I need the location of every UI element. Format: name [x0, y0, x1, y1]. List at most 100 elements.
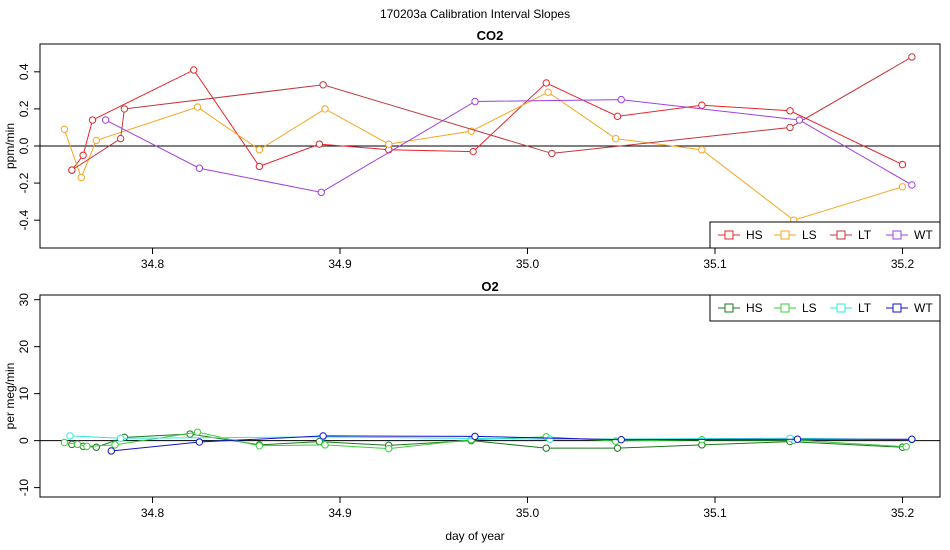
series-ls [60, 88, 907, 224]
data-point-wt [793, 435, 802, 443]
data-point-wt [471, 97, 479, 106]
data-point-hs [698, 101, 706, 109]
legend-label: WT [914, 301, 933, 315]
data-point-ls [255, 442, 264, 450]
data-point-wt [319, 432, 327, 440]
data-point-wt [908, 435, 916, 443]
data-point-wt [195, 164, 204, 172]
data-point-wt [317, 188, 325, 197]
data-point-ls [111, 441, 119, 449]
x-tick-label: 34.9 [328, 257, 352, 271]
panel-co2: CO2 ppm/min 34.8 34.9 35.0 35.1 35.2 -0.4 -0.2 0.… [3, 28, 941, 271]
data-point-ls [321, 105, 329, 113]
data-point-lt [68, 166, 76, 174]
data-point-ls [60, 438, 69, 447]
panel-title: O2 [481, 279, 498, 294]
data-point-wt [617, 95, 625, 104]
data-point-wt [908, 181, 916, 189]
data-point-hs [88, 116, 97, 124]
series-hs [68, 66, 907, 174]
legend-marker [780, 230, 790, 240]
legend: HS LS LT WT [709, 221, 941, 249]
data-point-ls [193, 428, 202, 436]
data-point-hs [542, 79, 550, 87]
x-tick-label: 35.0 [516, 506, 540, 520]
data-point-ls [898, 183, 907, 191]
data-point-hs [613, 444, 622, 452]
legend-marker [836, 303, 846, 313]
y-tick-label: 10 [17, 387, 31, 401]
y-axis-title: per meg/min [3, 363, 17, 430]
y-tick-label: -0.4 [17, 210, 31, 231]
series-line-lt [69, 435, 912, 441]
x-tick-label: 35.2 [891, 257, 915, 271]
legend-label: LT [858, 301, 872, 315]
data-point-ls [902, 443, 910, 451]
data-point-lt [319, 81, 327, 89]
figure-title: 170203a Calibration Interval Slopes [380, 7, 570, 21]
x-tick-label: 34.8 [141, 257, 165, 271]
panel-o2: O2 per meg/min 34.8 34.9 35.0 35.1 35.2 -10 0 10 2… [3, 279, 941, 520]
data-point-hs [79, 151, 87, 159]
data-point-ls [698, 146, 706, 154]
series-line-lt [71, 56, 913, 171]
data-point-hs [542, 444, 550, 452]
y-tick-label: 30 [17, 293, 31, 307]
series-lt [68, 53, 916, 174]
data-point-lt [548, 149, 556, 158]
y-tick-label: -10 [17, 479, 31, 497]
data-point-ls [321, 441, 329, 449]
series-line-hs [71, 69, 903, 171]
data-point-hs [315, 140, 324, 148]
data-point-lt [908, 53, 916, 61]
data-point-hs [786, 107, 794, 115]
series-wt [107, 432, 916, 455]
data-point-lt [786, 434, 794, 442]
legend-marker [780, 303, 790, 313]
series-wt [101, 95, 916, 197]
data-point-ls [385, 140, 393, 148]
data-point-ls [544, 88, 552, 96]
data-point-ls [255, 146, 264, 154]
data-point-wt [795, 116, 804, 124]
legend-label: HS [746, 228, 763, 242]
data-point-ls [92, 136, 100, 145]
data-point-wt [617, 435, 625, 444]
data-point-ls [73, 440, 82, 449]
data-point-lt [66, 432, 74, 440]
series-line-ls [63, 91, 903, 221]
data-point-lt [546, 435, 554, 443]
data-point-wt [195, 438, 204, 446]
x-axis-title: day of year [445, 529, 504, 543]
y-tick-label: -0.2 [17, 172, 31, 193]
data-point-ls [193, 103, 202, 111]
panel-title: CO2 [477, 28, 504, 43]
data-point-hs [92, 443, 100, 451]
plot-frame [39, 294, 941, 498]
y-tick-label: 0.0 [17, 137, 31, 154]
x-tick-label: 34.8 [141, 506, 165, 520]
data-point-wt [471, 432, 479, 441]
data-point-ls [83, 442, 91, 450]
legend-marker [892, 303, 902, 313]
x-tick-label: 34.9 [328, 506, 352, 520]
data-point-lt [120, 105, 129, 113]
y-tick-label: 0.2 [17, 100, 31, 117]
legend-marker [724, 303, 734, 313]
data-point-lt [116, 434, 125, 442]
data-point-wt [107, 447, 115, 455]
legend-label: LS [802, 301, 817, 315]
data-point-hs [255, 162, 264, 171]
data-point-hs [613, 112, 622, 121]
data-point-hs [898, 160, 907, 169]
x-tick-label: 35.2 [891, 506, 915, 520]
legend-label: HS [746, 301, 763, 315]
data-point-ls [60, 125, 69, 134]
y-tick-label: 0.4 [17, 63, 31, 80]
data-point-hs [469, 147, 477, 156]
legend-label: WT [914, 228, 933, 242]
data-point-ls [385, 444, 393, 453]
data-point-wt [101, 116, 110, 124]
data-point-lt [116, 134, 125, 143]
